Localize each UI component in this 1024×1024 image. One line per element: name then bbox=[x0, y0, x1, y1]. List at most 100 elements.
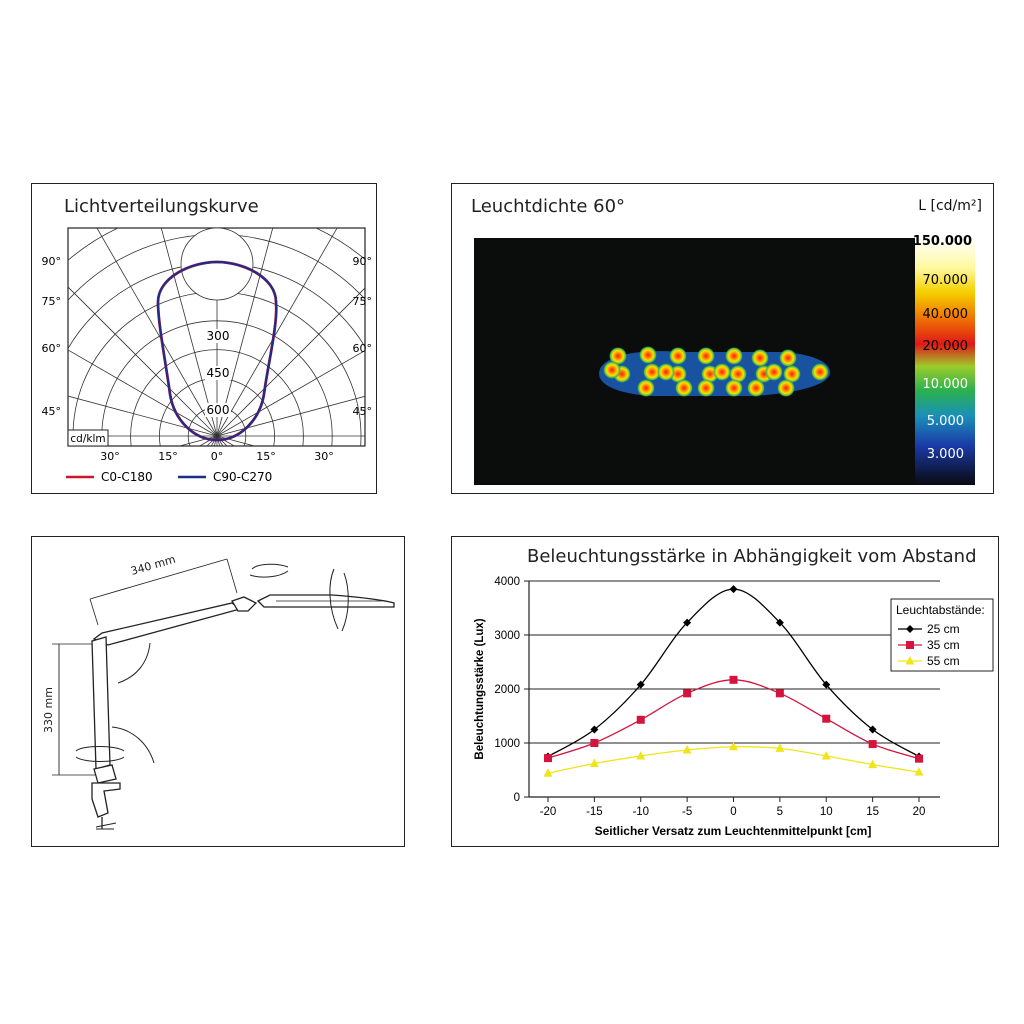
y-axis-label: Beleuchtungsstärke (Lux) bbox=[474, 618, 486, 759]
chart-legend: Leuchtabstände: 25 cm 35 cm 55 cm bbox=[890, 598, 994, 672]
luminance-image: 150.000 70.000 40.000 20.000 10.000 5.00… bbox=[474, 234, 975, 485]
dimension-line-arm bbox=[89, 558, 228, 600]
tilt-arrow bbox=[329, 568, 339, 630]
luminance-spot bbox=[729, 365, 747, 383]
legend-marker bbox=[906, 641, 914, 649]
luminance-spot bbox=[725, 347, 743, 365]
luminance-spot bbox=[747, 379, 765, 397]
light-distribution-panel: Lichtverteilungskurve 90° 75° 60° 45° 90… bbox=[31, 183, 377, 494]
data-point bbox=[729, 741, 738, 751]
data-point bbox=[915, 754, 923, 763]
scale-label: 10.000 bbox=[923, 377, 969, 392]
data-point bbox=[821, 750, 831, 760]
base-joint bbox=[93, 764, 117, 784]
data-point bbox=[590, 725, 599, 734]
data-point bbox=[544, 754, 552, 763]
x-tick-label: 5 bbox=[777, 806, 783, 818]
radial-label: 300 bbox=[207, 329, 230, 343]
arm-joint bbox=[231, 596, 258, 612]
angle-label-bottom: 30° bbox=[314, 450, 334, 463]
polar-center-hub bbox=[180, 228, 254, 301]
angle-label-left: 90° bbox=[42, 255, 62, 268]
luminance-spot bbox=[603, 361, 621, 379]
x-tick-label: 0 bbox=[730, 806, 736, 818]
light-distribution-title: Lichtverteilungskurve bbox=[64, 196, 259, 217]
arm-swing-arrow bbox=[111, 726, 155, 764]
dimension-ext bbox=[226, 558, 238, 594]
polar-grid-ray bbox=[96, 228, 218, 437]
polar-diagram: 90° 75° 60° 45° 90° 75° 60° 45° 30° 15° … bbox=[42, 227, 373, 484]
base-rotation-arrow bbox=[75, 756, 125, 762]
x-tick-label: 15 bbox=[866, 806, 879, 818]
x-tick-label: 10 bbox=[820, 806, 833, 818]
angle-label-left: 45° bbox=[42, 405, 62, 418]
scale-label: 150.000 bbox=[913, 234, 972, 249]
luminance-title: Leuchtdichte 60° bbox=[471, 196, 626, 217]
arm-length-label: 340 mm bbox=[129, 553, 177, 578]
legend-marker bbox=[905, 656, 915, 665]
data-point bbox=[775, 689, 784, 698]
data-point bbox=[729, 585, 738, 594]
curve-c90-c270 bbox=[156, 260, 278, 442]
radial-label-bg bbox=[205, 329, 231, 343]
luminance-unit: L [cd/m²] bbox=[918, 198, 982, 214]
lamp-dimension-panel: 340 mm 330 mm bbox=[31, 536, 405, 847]
angle-label-right: 90° bbox=[353, 255, 373, 268]
data-point bbox=[868, 759, 878, 769]
luminance-spot bbox=[779, 349, 797, 367]
data-point bbox=[914, 767, 924, 776]
scale-label: 5.000 bbox=[927, 414, 964, 429]
luminance-spot bbox=[765, 363, 783, 381]
data-point bbox=[868, 740, 877, 749]
x-tick-label: -15 bbox=[586, 806, 603, 818]
data-point bbox=[822, 714, 831, 723]
angle-label-left: 60° bbox=[42, 342, 62, 355]
angle-label-right: 75° bbox=[353, 295, 373, 308]
luminance-spot bbox=[669, 347, 687, 365]
angle-label-bottom: 15° bbox=[158, 450, 178, 463]
legend-label-c90: C90-C270 bbox=[213, 470, 272, 484]
luminance-spot bbox=[697, 379, 715, 397]
unit-box bbox=[67, 429, 109, 447]
table-clamp bbox=[91, 782, 121, 818]
luminance-spot bbox=[675, 379, 693, 397]
angle-label-right: 45° bbox=[353, 405, 373, 418]
y-tick-label: 0 bbox=[514, 792, 520, 804]
polar-grid-ray bbox=[216, 350, 365, 437]
x-tick-label: -5 bbox=[682, 806, 692, 818]
arm-swing-arrow bbox=[117, 642, 151, 684]
series-line-0 bbox=[547, 588, 920, 758]
data-point bbox=[682, 745, 692, 754]
data-point bbox=[543, 768, 553, 777]
radial-label: 600 bbox=[207, 403, 230, 417]
luminance-spot bbox=[811, 363, 829, 381]
legend-box bbox=[890, 598, 994, 672]
luminance-spot bbox=[777, 379, 795, 397]
radial-label: 450 bbox=[207, 366, 230, 380]
x-tick-label: 20 bbox=[913, 806, 926, 818]
series-line-2 bbox=[547, 746, 920, 774]
y-tick-label: 2000 bbox=[494, 684, 520, 696]
x-tick-label: -20 bbox=[540, 806, 557, 818]
legend-label: 55 cm bbox=[927, 654, 960, 668]
polar-grid-ray bbox=[216, 228, 338, 437]
luminance-spot bbox=[751, 349, 769, 367]
luminance-spot bbox=[637, 379, 655, 397]
polar-grid-ray bbox=[216, 395, 365, 437]
x-tick-label: -10 bbox=[632, 806, 649, 818]
luminance-spot bbox=[609, 347, 627, 365]
legend-title: Leuchtabstände: bbox=[896, 603, 985, 617]
polar-grid-ray bbox=[68, 349, 218, 437]
data-point bbox=[822, 680, 831, 689]
angle-label-right: 60° bbox=[353, 342, 373, 355]
data-point bbox=[589, 758, 599, 768]
tilt-arrow bbox=[341, 572, 349, 632]
data-point bbox=[729, 675, 738, 684]
luminance-spot bbox=[783, 365, 801, 383]
data-point bbox=[775, 618, 784, 627]
luminance-spot bbox=[725, 379, 743, 397]
unit-label: cd/klm bbox=[70, 433, 105, 445]
angle-label-left: 75° bbox=[42, 295, 62, 308]
luminance-spot bbox=[657, 363, 675, 381]
angle-label-bottom: 15° bbox=[256, 450, 276, 463]
